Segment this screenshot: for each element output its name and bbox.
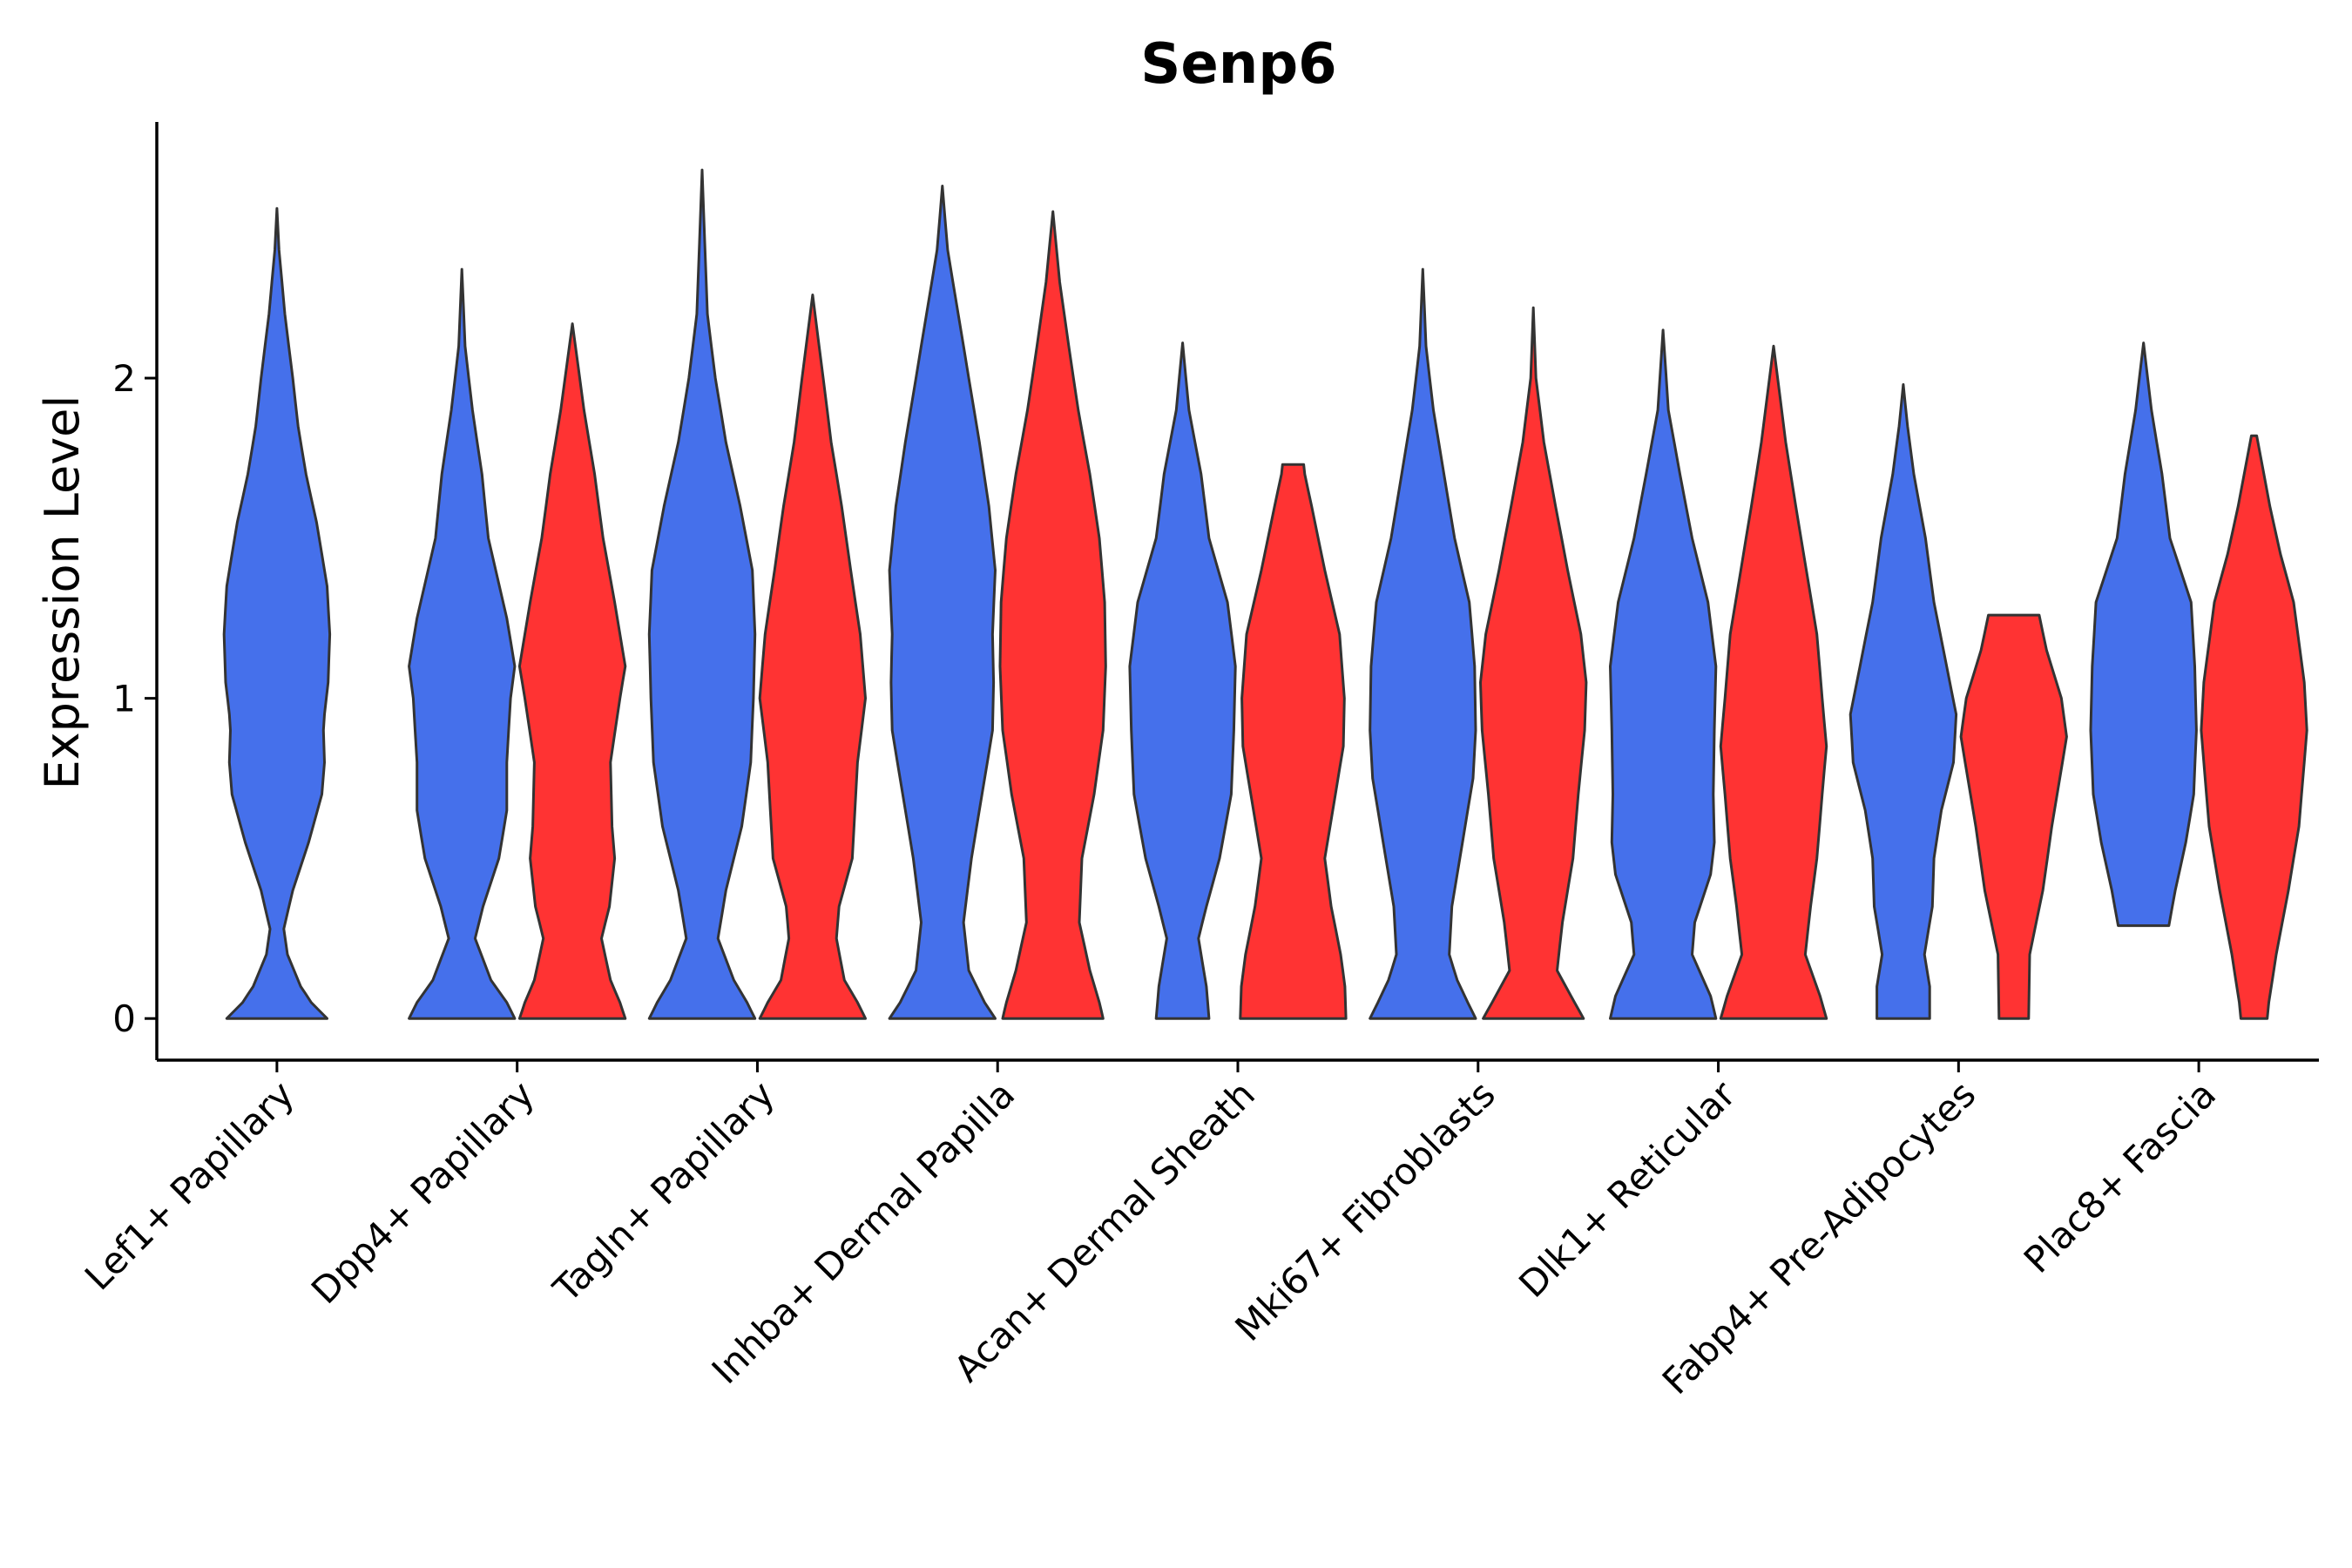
violin-blue-1 xyxy=(222,206,332,1020)
x-tick-label: Dpp4+ Papillary xyxy=(303,1072,543,1312)
violin-blue-14 xyxy=(1848,382,1958,1020)
violin-blue-10 xyxy=(1369,267,1477,1020)
violin-blue-4 xyxy=(647,168,757,1020)
x-tick-label: Dlk1+ Reticular xyxy=(1511,1072,1744,1306)
violin-blue-8 xyxy=(1128,341,1237,1020)
violin-red-3 xyxy=(517,322,627,1020)
chart-title: Senp6 xyxy=(1140,32,1336,97)
violin-red-11 xyxy=(1479,306,1588,1020)
violin-red-13 xyxy=(1719,344,1828,1020)
violin-red-7 xyxy=(998,210,1107,1020)
violin-red-9 xyxy=(1239,463,1348,1020)
x-tick-label: Mki67+ Fibroblasts xyxy=(1227,1072,1503,1348)
violin-red-5 xyxy=(758,294,867,1020)
y-tick-label: 0 xyxy=(112,997,136,1040)
y-tick-label: 1 xyxy=(112,678,136,720)
violin-red-17 xyxy=(2200,434,2308,1020)
violin-blue-2 xyxy=(408,267,517,1020)
violins-layer xyxy=(222,168,2308,1020)
x-tick-label: Lef1+ Papillary xyxy=(77,1072,302,1298)
violin-blue-6 xyxy=(888,185,997,1020)
violin-blue-16 xyxy=(2089,341,2198,928)
y-axis-label: Expression Level xyxy=(35,395,90,790)
x-tick-label: Tagln+ Papillary xyxy=(544,1072,782,1310)
x-tick-label: Plac8+ Fascia xyxy=(2016,1072,2224,1281)
violin-blue-12 xyxy=(1609,328,1718,1020)
violin-red-15 xyxy=(1959,613,2068,1020)
y-tick-label: 2 xyxy=(112,357,136,400)
